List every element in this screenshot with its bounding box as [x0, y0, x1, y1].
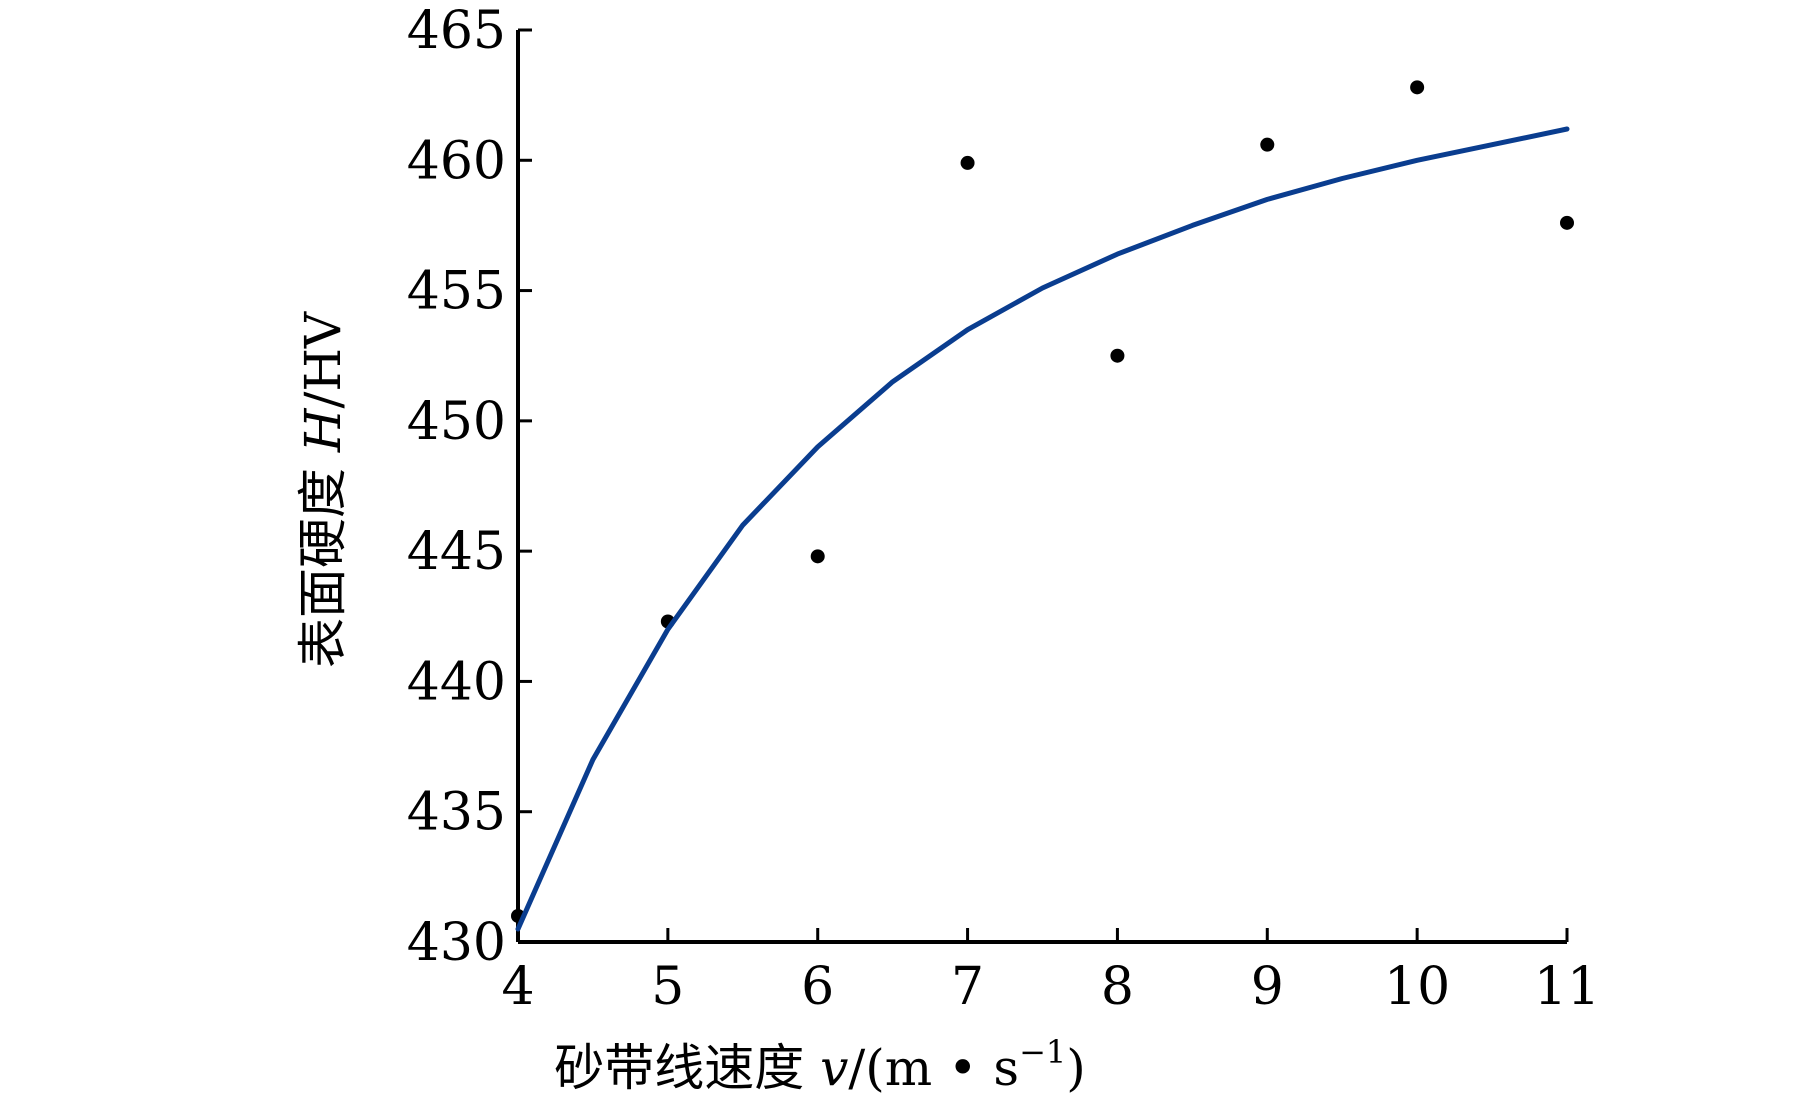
x-tick-label: 4 — [501, 957, 534, 1017]
x-axis-title: 砂带线速度 v/(m • s−1) — [554, 1033, 1086, 1097]
data-point — [1410, 80, 1425, 95]
x-tick-label: 9 — [1251, 957, 1284, 1017]
y-tick-label: 450 — [407, 392, 506, 452]
x-tick-label: 10 — [1384, 957, 1450, 1017]
data-point — [810, 549, 825, 564]
y-tick-label: 435 — [407, 783, 506, 843]
data-point — [1560, 215, 1574, 230]
data-point — [960, 155, 975, 170]
y-tick-label: 440 — [407, 652, 506, 712]
data-marks — [511, 80, 1574, 932]
y-tick-label: 455 — [407, 262, 506, 322]
x-tick-label: 6 — [801, 957, 834, 1017]
data-point — [1260, 137, 1275, 152]
y-tick-label: 465 — [407, 1, 506, 61]
plot-area — [516, 30, 1567, 944]
x-tick-label: 7 — [951, 957, 984, 1017]
x-tick-label: 5 — [651, 957, 684, 1017]
data-point — [1110, 348, 1125, 363]
x-tick-label: 11 — [1534, 957, 1600, 1017]
y-axis-title: 表面硬度 H/HV — [294, 311, 352, 668]
y-tick-label: 430 — [407, 913, 506, 973]
fit-curve-line — [515, 126, 1570, 932]
y-tick-label: 445 — [407, 522, 506, 582]
y-tick-label: 460 — [407, 131, 506, 191]
axis-ticks: 4 5 6 7 8 9 10 11 430 435 440 445 450 455 460 465 — [407, 1, 1600, 1017]
x-tick-label: 8 — [1101, 957, 1134, 1017]
